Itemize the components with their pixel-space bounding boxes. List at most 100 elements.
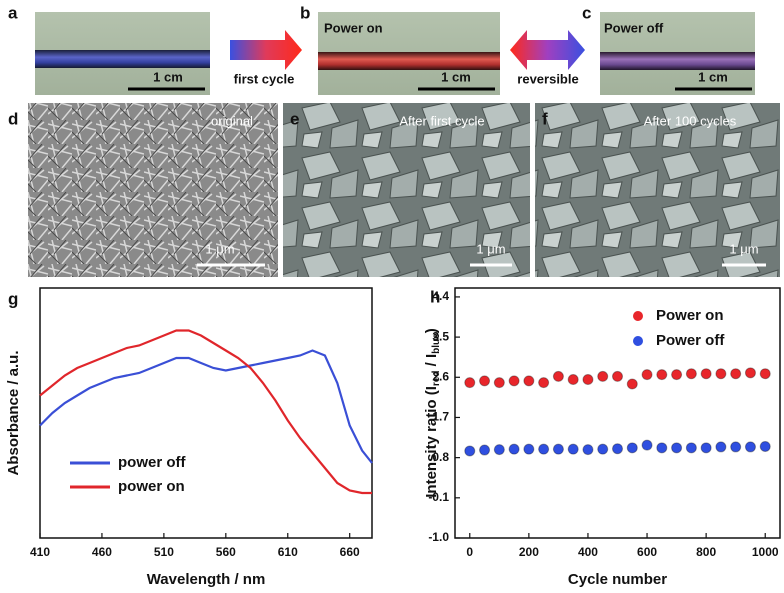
x-tick-label: 460: [92, 545, 112, 559]
point: [730, 441, 742, 453]
point: [626, 442, 638, 454]
line: [39, 349, 373, 464]
point: [612, 443, 623, 455]
y-axis-label-part: Intensity ratio (I: [423, 386, 440, 498]
y-tick-label: -1.0: [428, 530, 449, 544]
point: [730, 368, 742, 380]
x-tick-label: 560: [216, 545, 236, 559]
x-tick-label: 660: [340, 545, 360, 559]
point: [641, 369, 653, 381]
arrow-label: reversible: [517, 71, 578, 86]
y-tick-label: 2.6: [432, 369, 449, 383]
point: [597, 370, 609, 382]
sem-image: [535, 103, 780, 277]
arrow: [510, 30, 585, 70]
point: [700, 442, 712, 454]
scale-label: 1 cm: [698, 69, 728, 84]
arrow: [230, 30, 302, 70]
point: [464, 377, 476, 389]
point: [715, 368, 727, 380]
point: [479, 444, 491, 456]
point: [567, 443, 579, 455]
plot-frame: [454, 287, 781, 539]
point: [508, 443, 520, 455]
legend-swatch: [633, 311, 643, 321]
y-tick-label: 4.4: [432, 289, 449, 303]
legend-label: power on: [118, 478, 185, 495]
point: [493, 377, 505, 389]
sem-title: original: [211, 113, 253, 128]
point: [552, 443, 564, 455]
point: [641, 439, 653, 451]
sem-image: [28, 103, 278, 277]
x-tick-label: 610: [278, 545, 298, 559]
line: [39, 329, 372, 495]
x-axis-label: Cycle number: [568, 571, 667, 588]
point: [552, 370, 564, 382]
point: [744, 367, 756, 379]
panel-label: e: [290, 109, 299, 128]
x-tick-label: 1000: [752, 545, 779, 559]
point: [744, 441, 756, 453]
sem-title: After first cycle: [399, 113, 484, 128]
sem-title: After 100 cycles: [644, 113, 737, 128]
y-axis-label-part: red: [431, 370, 442, 386]
y-axis-label-part: / I: [423, 354, 440, 371]
point: [567, 374, 579, 386]
x-tick-label: 600: [637, 545, 657, 559]
y-tick-label: 1.7: [432, 410, 449, 424]
point: [597, 443, 609, 455]
point: [508, 375, 520, 387]
point: [479, 375, 491, 387]
point: [493, 444, 505, 456]
panel-label: c: [582, 3, 591, 22]
y-axis-label: Intensity ratio (Ired / Iblue): [423, 328, 442, 497]
sem-image: [283, 103, 530, 277]
point: [715, 441, 727, 453]
panel-label: a: [8, 3, 18, 22]
scale-label: 1 cm: [441, 69, 471, 84]
legend-label: power off: [118, 454, 186, 471]
point: [656, 442, 668, 454]
point: [685, 368, 697, 380]
point: [523, 375, 535, 387]
y-axis-label: Absorbance / a.u.: [5, 350, 22, 475]
point: [464, 445, 476, 457]
y-axis-label-part: ): [423, 328, 440, 333]
wire: [600, 52, 755, 70]
scale-label: 1 μm: [729, 241, 758, 256]
y-tick-label: -0.1: [428, 490, 449, 504]
scale-label: 1 cm: [153, 69, 183, 84]
legend-label: Power on: [656, 307, 724, 324]
point: [759, 440, 771, 452]
x-tick-label: 0: [466, 545, 473, 559]
panel-label: g: [8, 289, 18, 308]
y-tick-label: 3.5: [432, 329, 449, 343]
plot-frame: [39, 287, 373, 539]
point: [671, 369, 683, 381]
point: [538, 377, 550, 389]
point: [700, 368, 712, 380]
y-axis-label-part: blue: [431, 333, 442, 354]
wire: [318, 52, 500, 70]
scale-label: 1 μm: [205, 241, 234, 256]
point: [671, 442, 683, 454]
x-tick-label: 410: [30, 545, 50, 559]
point: [626, 378, 638, 390]
point: [685, 442, 697, 454]
y-tick-label: 0.8: [432, 450, 449, 464]
scale-label: 1 μm: [476, 241, 505, 256]
point: [656, 369, 668, 381]
wire: [35, 50, 210, 68]
photo-title: Power off: [604, 20, 664, 35]
photo-title: Power on: [324, 20, 383, 35]
point: [582, 374, 594, 386]
panel-label: f: [542, 109, 548, 128]
legend-label: Power off: [656, 332, 725, 349]
legend-swatch: [633, 336, 643, 346]
panel-label: b: [300, 3, 310, 22]
x-tick-label: 510: [154, 545, 174, 559]
point: [759, 368, 771, 380]
panel-label: d: [8, 109, 18, 128]
x-tick-label: 800: [696, 545, 716, 559]
